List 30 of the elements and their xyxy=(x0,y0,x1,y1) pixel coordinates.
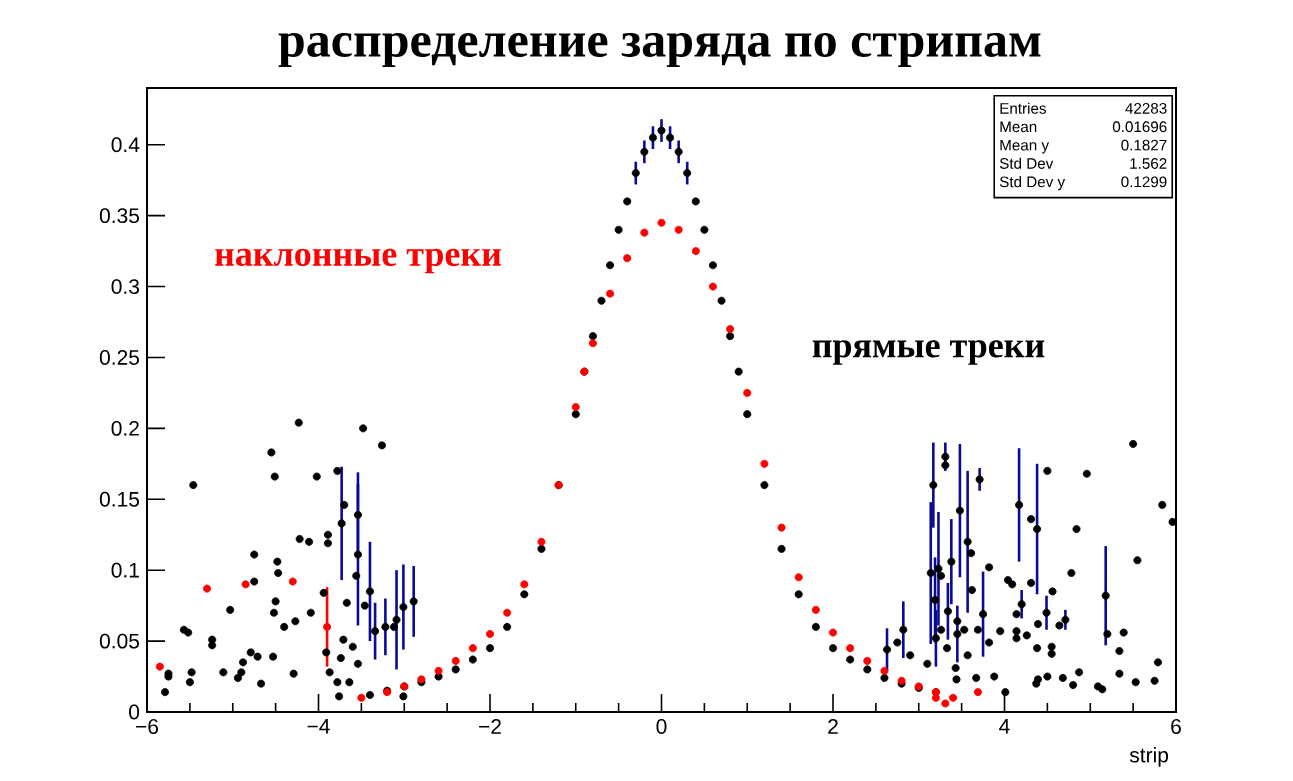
y-tick-label: 0.05 xyxy=(99,633,140,649)
y-tick-label: 0 xyxy=(129,704,140,720)
y-tick-label: 0.2 xyxy=(111,420,139,436)
x-tick-label: 4 xyxy=(999,719,1010,734)
x-tick-label: −2 xyxy=(479,719,501,734)
annotation: 1.562 xyxy=(1130,158,1167,169)
x-tick-label: 0 xyxy=(656,719,667,734)
chart-title: распределение заряда по стрипам xyxy=(278,32,1041,68)
series-label: прямые треки xyxy=(812,340,1045,365)
annotation: Std Dev y xyxy=(999,176,1066,191)
x-axis-title: strip xyxy=(1129,747,1169,767)
annotation: 0.1827 xyxy=(1121,139,1167,151)
annotation: 0.01696 xyxy=(1112,121,1167,133)
x-tick-label: −6 xyxy=(136,719,159,734)
y-tick-label: 0.25 xyxy=(99,350,140,365)
text: наклонные треки xyxy=(215,248,501,274)
annotation: Entries xyxy=(1000,102,1046,114)
annotation: 0.1299 xyxy=(1121,176,1167,188)
x-tick-label: 6 xyxy=(1171,719,1181,734)
y-tick-label: 0.35 xyxy=(99,208,140,224)
annotation: Mean xyxy=(1000,121,1037,133)
y-tick-label: 0.3 xyxy=(111,279,140,294)
annotation: Std Dev xyxy=(999,157,1054,169)
y-tick-label: 0.4 xyxy=(111,137,140,153)
annotation: 42283 xyxy=(1125,103,1167,114)
y-tick-label: 0.15 xyxy=(99,491,140,507)
x-tick-label: 2 xyxy=(828,719,838,734)
annotation: Mean y xyxy=(1000,139,1050,154)
y-tick-label: 0.1 xyxy=(111,562,139,578)
x-tick-label: −4 xyxy=(307,719,330,734)
